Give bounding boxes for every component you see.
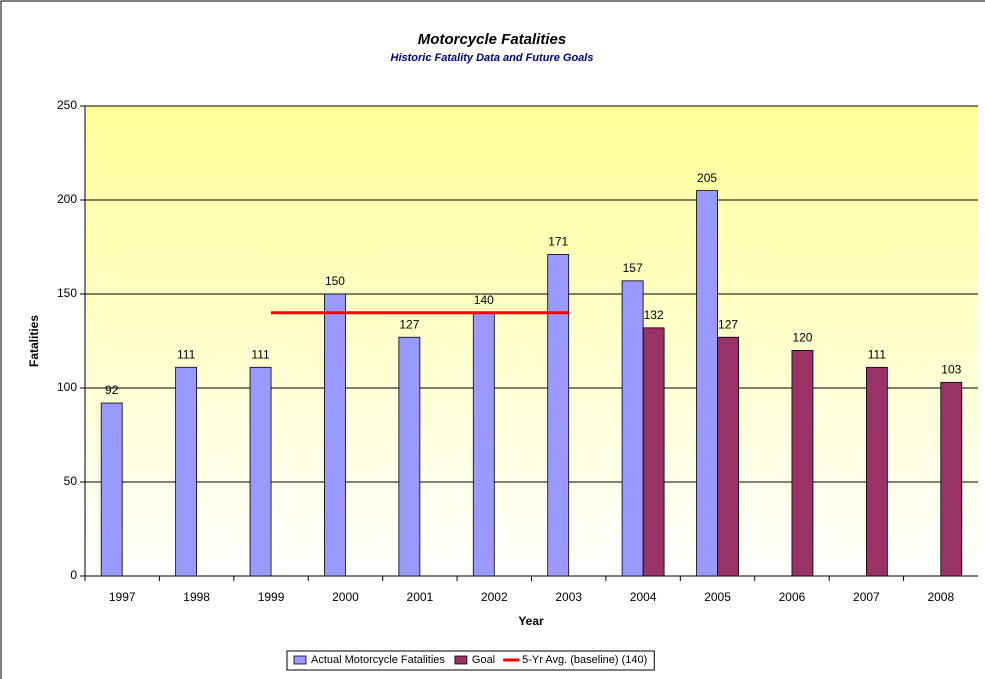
data-label: 132: [644, 308, 664, 322]
x-tick-label: 1998: [183, 590, 210, 604]
legend-swatch: [293, 655, 307, 665]
x-tick-label: 1999: [258, 590, 285, 604]
bar: [472, 312, 495, 577]
x-tick-label: 1997: [109, 590, 136, 604]
x-tick-label: 2008: [927, 590, 954, 604]
x-axis-label: Year: [518, 614, 544, 628]
bar: [791, 349, 814, 577]
legend-label: Goal: [472, 654, 495, 666]
bar: [696, 190, 718, 577]
x-tick-label: 2006: [779, 590, 806, 604]
data-label: 111: [177, 347, 196, 361]
data-label: 205: [697, 171, 717, 185]
x-tick-label: 2001: [407, 590, 434, 604]
data-label: 103: [941, 363, 961, 377]
x-tick-label: 2005: [704, 590, 731, 604]
legend-label: Actual Motorcycle Fatalities: [311, 654, 445, 666]
bar: [865, 366, 888, 577]
x-tick-label: 2003: [555, 590, 582, 604]
y-tick-label: 0: [70, 568, 77, 582]
bar: [249, 366, 272, 577]
bar: [175, 366, 198, 577]
data-label: 171: [548, 235, 568, 249]
data-label: 127: [399, 317, 419, 331]
bar: [547, 254, 570, 577]
bar: [100, 402, 123, 577]
legend-label: 5-Yr Avg. (baseline) (140): [522, 654, 647, 666]
y-tick-label: 150: [57, 286, 77, 300]
plot-area: [85, 106, 978, 576]
legend-swatch: [454, 655, 468, 665]
bar: [642, 327, 665, 577]
y-tick-label: 50: [64, 474, 78, 488]
bar: [621, 280, 644, 577]
legend: Actual Motorcycle Fatalities Goal 5-Yr Avg…: [286, 650, 655, 671]
bar: [324, 293, 346, 577]
data-label: 111: [251, 347, 270, 361]
chart-subtitle: Historic Fatality Data and Future Goals: [391, 52, 594, 64]
data-label: 120: [792, 331, 812, 345]
bar: [940, 381, 963, 577]
data-label: 111: [868, 347, 887, 361]
bar: [717, 336, 739, 577]
legend-box: [286, 650, 655, 671]
y-tick-label: 250: [57, 98, 77, 112]
y-tick-label: 200: [57, 192, 77, 206]
data-label: 127: [718, 317, 738, 331]
y-tick-label: 100: [57, 380, 77, 394]
y-axis-label: Fatalities: [27, 315, 41, 367]
data-label: 150: [325, 274, 345, 288]
x-tick-label: 2004: [630, 590, 657, 604]
bar: [398, 336, 421, 577]
data-label: 140: [474, 293, 494, 307]
data-label: 157: [623, 261, 643, 275]
x-tick-label: 2000: [332, 590, 359, 604]
chart-title: Motorcycle Fatalities: [418, 31, 566, 48]
data-label: 92: [105, 383, 119, 397]
x-tick-label: 2007: [853, 590, 880, 604]
x-tick-label: 2002: [481, 590, 508, 604]
